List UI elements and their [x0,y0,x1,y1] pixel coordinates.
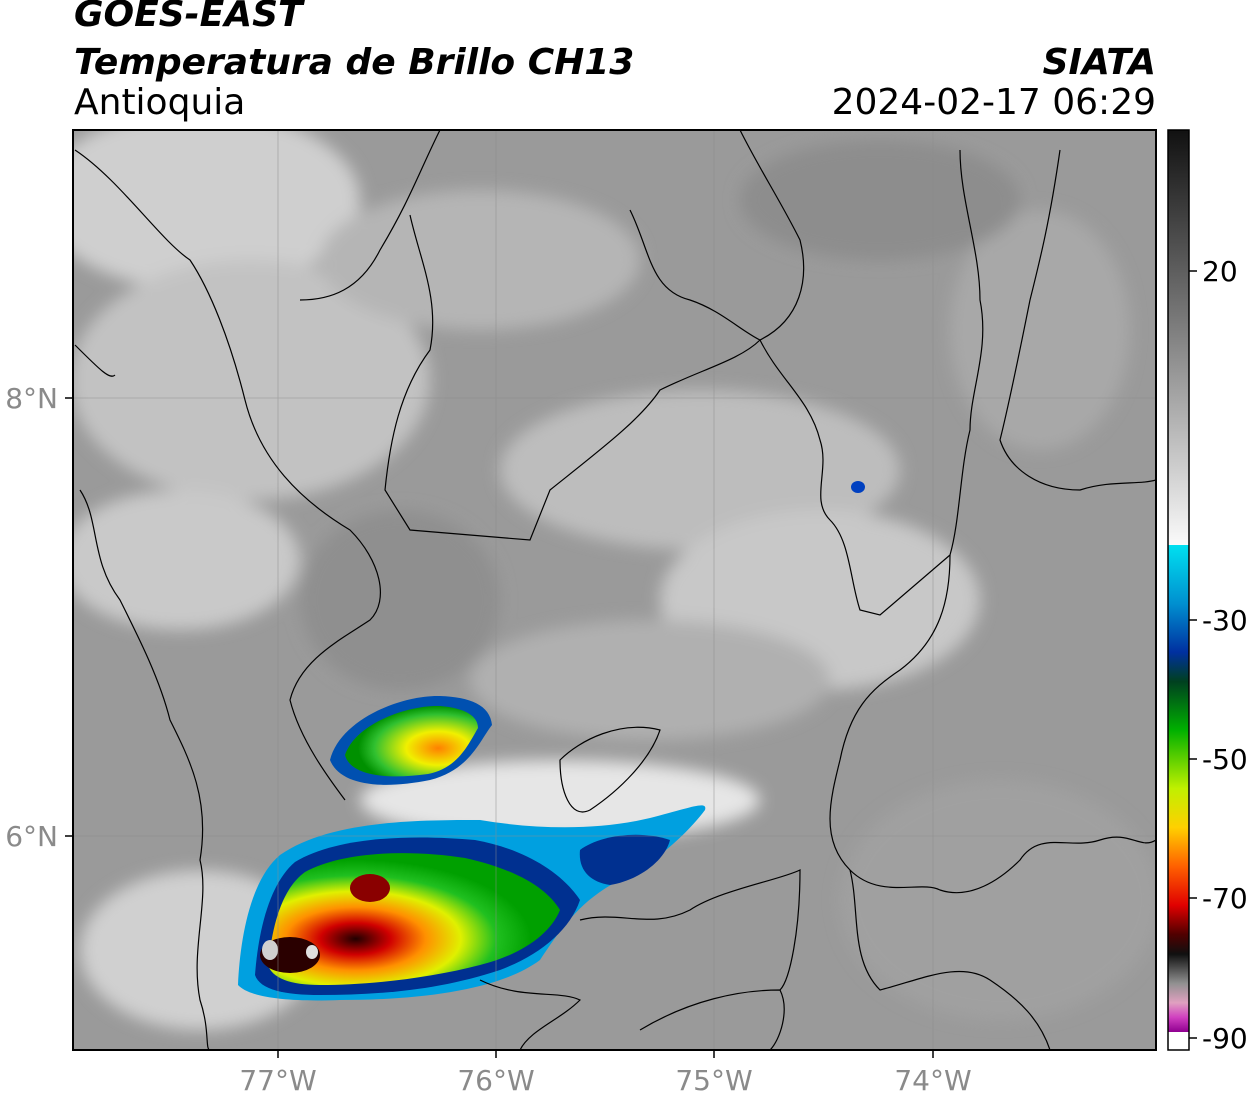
organization-label: SIATA [1042,42,1156,83]
storm-north [330,695,492,785]
lon-tick-74w: 74°W [894,1064,971,1097]
colorbar-tick-20: 20 [1202,255,1238,288]
region-title: Antioquia [74,82,246,123]
map-frame [72,129,1157,1051]
brightness-field [73,130,1156,1050]
lon-tick-76w: 76°W [457,1064,534,1097]
colorbar-frame [1167,129,1190,1051]
colorbar-tick-minus70: -70 [1202,882,1248,915]
axis-ticks [65,397,934,1058]
datetime-label: 2024-02-17 06:29 [831,82,1156,123]
borders [74,130,1156,1050]
small-cold-cell [851,481,865,493]
colorbar-min-segment [1168,1032,1189,1050]
colorbar-tick-minus90: -90 [1202,1022,1248,1055]
storm-south [238,805,706,1001]
satellite-title: GOES-EAST [74,0,303,35]
colorbar-tick-minus50: -50 [1202,743,1248,776]
lon-tick-77w: 77°W [239,1064,316,1097]
graticule [73,130,1156,1050]
lon-tick-75w: 75°W [675,1064,752,1097]
colorbar-color-segment [1168,545,1189,1032]
lat-tick-8n: 8°N [5,382,58,415]
colorbar-gray-segment [1168,130,1189,545]
product-title: Temperatura de Brillo CH13 [74,42,635,83]
colorbar-tick-minus30: -30 [1202,604,1248,637]
lat-tick-6n: 6°N [5,820,58,853]
colorbar: 20 -30 -50 -70 -90 [1167,129,1248,1055]
